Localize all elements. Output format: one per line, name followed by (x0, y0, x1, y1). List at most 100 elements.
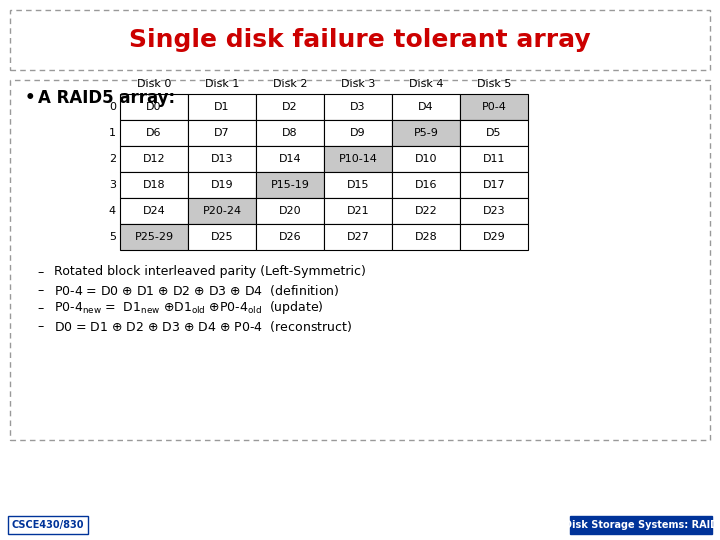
Text: D25: D25 (211, 232, 233, 242)
Text: D5: D5 (486, 128, 502, 138)
Text: D24: D24 (143, 206, 166, 216)
Text: CSCE430/830: CSCE430/830 (12, 520, 84, 530)
Text: D29: D29 (482, 232, 505, 242)
Text: –: – (38, 284, 48, 296)
Text: Disk 0: Disk 0 (137, 79, 171, 89)
Bar (460, 120, 528, 146)
Text: D22: D22 (415, 206, 437, 216)
Text: –: – (38, 266, 48, 279)
Text: P20-24: P20-24 (202, 206, 242, 216)
Text: P5-9: P5-9 (413, 128, 438, 138)
Text: 3: 3 (109, 180, 116, 190)
Bar (256, 198, 324, 224)
Text: P0-4$_{\mathregular{new}}$ =  D1$_{\mathregular{new}}$ $\oplus$D1$_{\mathregular: P0-4$_{\mathregular{new}}$ = D1$_{\mathr… (54, 300, 324, 316)
Bar (392, 146, 460, 172)
Bar (392, 172, 460, 198)
Text: Disk 3: Disk 3 (341, 79, 375, 89)
Text: 1: 1 (109, 128, 116, 138)
Text: D4: D4 (418, 102, 434, 112)
Text: Disk 5: Disk 5 (477, 79, 511, 89)
Bar (120, 120, 188, 146)
Bar (8, 516, 88, 534)
Bar (188, 94, 256, 120)
Bar (10, 10, 710, 70)
Text: D0 = D1 $\oplus$ D2 $\oplus$ D3 $\oplus$ D4 $\oplus$ P0-4  (reconstruct): D0 = D1 $\oplus$ D2 $\oplus$ D3 $\oplus$… (54, 319, 352, 334)
Bar (392, 198, 460, 224)
Bar (392, 224, 460, 250)
Bar (324, 120, 392, 146)
Text: D27: D27 (346, 232, 369, 242)
Text: D12: D12 (143, 154, 166, 164)
Text: Single disk failure tolerant array: Single disk failure tolerant array (129, 28, 591, 52)
Bar (256, 172, 324, 198)
Text: –: – (38, 301, 48, 314)
Text: D23: D23 (482, 206, 505, 216)
Text: D10: D10 (415, 154, 437, 164)
Text: Disk 2: Disk 2 (273, 79, 307, 89)
Text: Disk Storage Systems: RAID: Disk Storage Systems: RAID (564, 520, 718, 530)
Bar (460, 146, 528, 172)
Text: A RAID5 array:: A RAID5 array: (38, 89, 175, 107)
Text: D21: D21 (347, 206, 369, 216)
Bar (570, 516, 712, 534)
Text: P15-19: P15-19 (271, 180, 310, 190)
Text: D11: D11 (482, 154, 505, 164)
Bar (324, 224, 392, 250)
Bar (460, 224, 528, 250)
Text: 4: 4 (109, 206, 116, 216)
Bar (460, 198, 528, 224)
Text: D18: D18 (143, 180, 166, 190)
Bar (460, 94, 528, 120)
Text: D6: D6 (146, 128, 162, 138)
Text: D16: D16 (415, 180, 437, 190)
Bar (256, 120, 324, 146)
Text: D20: D20 (279, 206, 301, 216)
Bar (120, 172, 188, 198)
Bar (120, 198, 188, 224)
Text: –: – (38, 320, 48, 333)
Text: D9: D9 (350, 128, 366, 138)
Text: Disk 4: Disk 4 (409, 79, 444, 89)
Text: D26: D26 (279, 232, 301, 242)
Bar (392, 120, 460, 146)
Bar (188, 172, 256, 198)
Text: D17: D17 (482, 180, 505, 190)
Bar (324, 172, 392, 198)
Text: D8: D8 (282, 128, 298, 138)
Text: D19: D19 (211, 180, 233, 190)
Bar (120, 146, 188, 172)
Text: D15: D15 (347, 180, 369, 190)
Bar (188, 224, 256, 250)
Bar (120, 94, 188, 120)
Bar (460, 172, 528, 198)
Text: P0-4: P0-4 (482, 102, 506, 112)
Bar (188, 120, 256, 146)
Bar (256, 94, 324, 120)
Text: D3: D3 (350, 102, 366, 112)
Bar (324, 198, 392, 224)
Text: P0-4 = D0 $\oplus$ D1 $\oplus$ D2 $\oplus$ D3 $\oplus$ D4  (definition): P0-4 = D0 $\oplus$ D1 $\oplus$ D2 $\oplu… (54, 282, 339, 298)
Bar (256, 146, 324, 172)
Bar (256, 224, 324, 250)
Text: D28: D28 (415, 232, 437, 242)
Text: D13: D13 (211, 154, 233, 164)
Bar (10, 80, 710, 440)
Text: Disk 1: Disk 1 (204, 79, 239, 89)
Text: D1: D1 (215, 102, 230, 112)
Bar (120, 224, 188, 250)
Bar (188, 198, 256, 224)
Text: Rotated block interleaved parity (Left-Symmetric): Rotated block interleaved parity (Left-S… (54, 266, 366, 279)
Text: D0: D0 (146, 102, 162, 112)
Text: 5: 5 (109, 232, 116, 242)
Text: D14: D14 (279, 154, 301, 164)
Text: 0: 0 (109, 102, 116, 112)
Bar (392, 94, 460, 120)
Text: 2: 2 (109, 154, 116, 164)
Text: D7: D7 (214, 128, 230, 138)
Text: P10-14: P10-14 (338, 154, 377, 164)
Text: P25-29: P25-29 (135, 232, 174, 242)
Bar (188, 146, 256, 172)
Bar (324, 146, 392, 172)
Bar (324, 94, 392, 120)
Text: D2: D2 (282, 102, 298, 112)
